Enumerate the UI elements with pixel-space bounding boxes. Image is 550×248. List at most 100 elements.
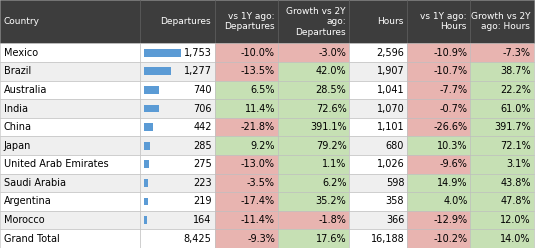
Bar <box>278 155 349 174</box>
Bar <box>470 99 534 118</box>
Text: -10.7%: -10.7% <box>433 66 468 76</box>
Bar <box>0 136 140 155</box>
Text: 1,070: 1,070 <box>377 103 404 114</box>
Text: 4.0%: 4.0% <box>443 196 468 207</box>
Bar <box>0 229 140 248</box>
Bar <box>470 174 534 192</box>
Text: 391.7%: 391.7% <box>494 122 531 132</box>
Text: -21.8%: -21.8% <box>241 122 275 132</box>
Bar <box>349 99 407 118</box>
Text: Morocco: Morocco <box>4 215 45 225</box>
Bar <box>349 81 407 99</box>
Text: 38.7%: 38.7% <box>500 66 531 76</box>
Bar <box>214 155 278 174</box>
Text: 1,026: 1,026 <box>377 159 404 169</box>
Bar <box>140 192 214 211</box>
Text: -11.4%: -11.4% <box>241 215 275 225</box>
Bar <box>278 136 349 155</box>
Bar <box>144 216 147 224</box>
Bar <box>214 136 278 155</box>
Bar <box>470 192 534 211</box>
Text: Australia: Australia <box>4 85 47 95</box>
Text: 1,753: 1,753 <box>184 48 212 58</box>
Text: China: China <box>4 122 32 132</box>
Bar <box>470 136 534 155</box>
Text: 47.8%: 47.8% <box>500 196 531 207</box>
Text: 43.8%: 43.8% <box>500 178 531 188</box>
Bar <box>349 0 407 43</box>
Bar <box>140 62 214 81</box>
Bar <box>349 136 407 155</box>
Text: -9.3%: -9.3% <box>247 234 275 244</box>
Text: Japan: Japan <box>4 141 31 151</box>
Bar <box>140 211 214 229</box>
Text: 11.4%: 11.4% <box>245 103 275 114</box>
Text: 14.0%: 14.0% <box>500 234 531 244</box>
Bar <box>470 43 534 62</box>
Bar <box>278 118 349 136</box>
Bar <box>0 174 140 192</box>
Text: 358: 358 <box>386 196 404 207</box>
Bar <box>278 43 349 62</box>
Bar <box>0 62 140 81</box>
Bar <box>144 160 150 168</box>
Bar <box>407 136 470 155</box>
Text: India: India <box>4 103 28 114</box>
Bar <box>140 136 214 155</box>
Bar <box>349 155 407 174</box>
Text: 2,596: 2,596 <box>376 48 404 58</box>
Bar <box>278 0 349 43</box>
Bar <box>214 99 278 118</box>
Text: 598: 598 <box>386 178 404 188</box>
Text: 6.2%: 6.2% <box>322 178 346 188</box>
Text: -3.5%: -3.5% <box>247 178 275 188</box>
Text: 1,277: 1,277 <box>184 66 212 76</box>
Bar <box>349 118 407 136</box>
Text: 442: 442 <box>193 122 212 132</box>
Text: -17.4%: -17.4% <box>241 196 275 207</box>
Bar <box>470 211 534 229</box>
Bar <box>407 81 470 99</box>
Text: 219: 219 <box>193 196 212 207</box>
Bar <box>0 192 140 211</box>
Bar <box>0 155 140 174</box>
Bar <box>140 81 214 99</box>
Bar <box>144 105 158 112</box>
Bar <box>278 99 349 118</box>
Text: 35.2%: 35.2% <box>316 196 346 207</box>
Bar <box>214 62 278 81</box>
Bar <box>144 142 150 150</box>
Bar <box>470 81 534 99</box>
Bar <box>140 0 214 43</box>
Bar <box>0 43 140 62</box>
Text: 28.5%: 28.5% <box>316 85 346 95</box>
Bar <box>0 81 140 99</box>
Bar <box>278 229 349 248</box>
Bar <box>140 155 214 174</box>
Text: -3.0%: -3.0% <box>318 48 346 58</box>
Bar <box>349 62 407 81</box>
Bar <box>470 62 534 81</box>
Text: 366: 366 <box>386 215 404 225</box>
Bar <box>278 81 349 99</box>
Bar <box>470 118 534 136</box>
Bar <box>0 0 140 43</box>
Bar <box>214 211 278 229</box>
Bar <box>349 192 407 211</box>
Bar <box>140 43 214 62</box>
Text: vs 1Y ago:
Departures: vs 1Y ago: Departures <box>224 12 274 31</box>
Bar <box>407 174 470 192</box>
Bar <box>144 123 153 131</box>
Bar <box>349 229 407 248</box>
Text: 1.1%: 1.1% <box>322 159 346 169</box>
Text: 79.2%: 79.2% <box>316 141 346 151</box>
Text: 8,425: 8,425 <box>184 234 212 244</box>
Bar <box>278 211 349 229</box>
Text: United Arab Emirates: United Arab Emirates <box>4 159 108 169</box>
Text: -13.5%: -13.5% <box>241 66 275 76</box>
Bar <box>407 62 470 81</box>
Bar <box>0 118 140 136</box>
Text: 42.0%: 42.0% <box>316 66 346 76</box>
Text: 1,041: 1,041 <box>377 85 404 95</box>
Text: -7.3%: -7.3% <box>503 48 531 58</box>
